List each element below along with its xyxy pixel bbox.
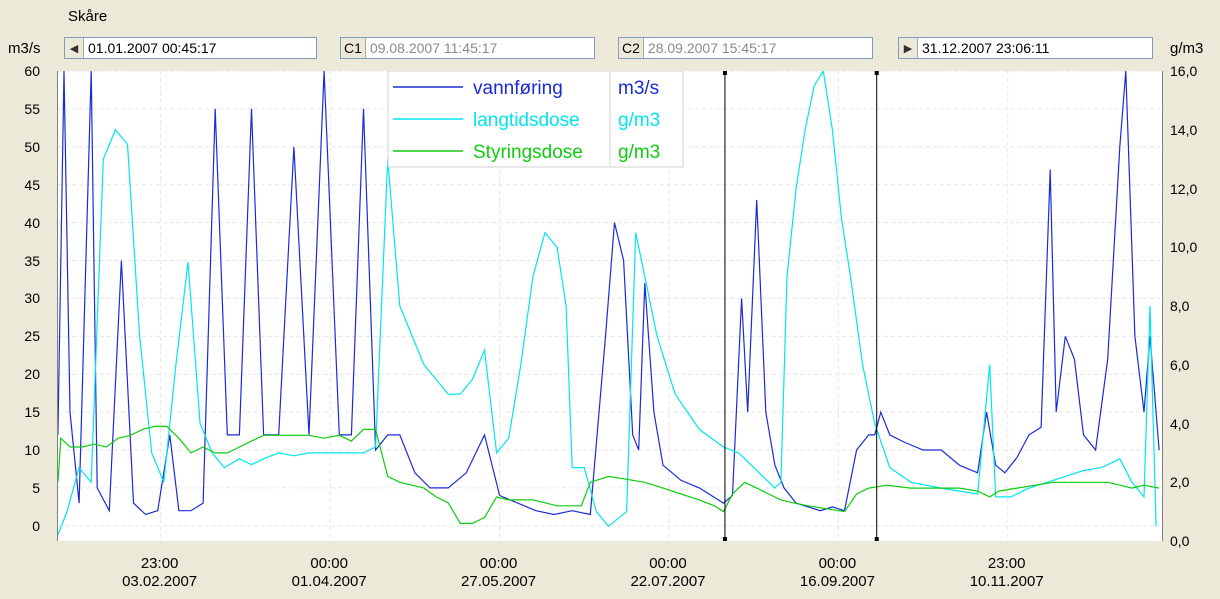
legend-label: langtidsdose [473, 110, 580, 131]
left-tick-label: 45 [24, 176, 40, 193]
cursor-marker-bottom [722, 537, 727, 541]
x-tick-label: 00:00 16.09.2007 [767, 555, 907, 591]
right-tick-label: 12,0 [1170, 180, 1198, 197]
left-tick-label: 35 [24, 252, 40, 269]
cursor-c2-tag: C2 [619, 38, 644, 58]
cursor-marker-top [722, 71, 727, 75]
cursor-c2-field[interactable]: C2 28.09.2007 15:45:17 [618, 37, 873, 59]
left-tick-label: 40 [24, 214, 40, 231]
next-icon[interactable]: ▶ [899, 38, 918, 58]
cursor-c2-value: 28.09.2007 15:45:17 [647, 40, 777, 56]
plot-area[interactable]: vannføring m3/s langtidsdose g/m3 Styringsdo… [57, 71, 1163, 541]
x-tick-label: 00:00 01.04.2007 [259, 555, 399, 591]
x-tick-label: 00:00 27.05.2007 [429, 555, 569, 591]
prev-icon[interactable]: ◀ [65, 38, 84, 58]
x-tick-label: 23:00 10.11.2007 [937, 555, 1077, 591]
right-tick-label: 6,0 [1170, 356, 1190, 373]
x-tick-time: 00:00 [479, 555, 518, 572]
x-tick-time: 00:00 [310, 555, 348, 572]
left-tick-label: 60 [24, 63, 40, 79]
right-tick-label: 2,0 [1170, 474, 1190, 491]
right-tick-label: 14,0 [1170, 121, 1198, 138]
end-date-field[interactable]: ▶ 31.12.2007 23:06:11 [898, 37, 1153, 59]
start-date-value: 01.01.2007 00:45:17 [88, 40, 217, 56]
legend-label: Styringsdose [473, 142, 583, 163]
left-tick-label: 20 [24, 366, 40, 383]
right-tick-label: 16,0 [1170, 63, 1198, 79]
cursor-marker-bottom [874, 537, 879, 541]
left-axis-unit: m3/s [8, 40, 41, 57]
x-tick-date: 27.05.2007 [461, 573, 537, 590]
left-tick-label: 25 [24, 328, 40, 345]
x-tick-label: 00:00 22.07.2007 [598, 555, 738, 591]
x-tick-date: 10.11.2007 [969, 573, 1044, 590]
left-tick-label: 30 [24, 290, 40, 307]
x-tick-time: 00:00 [818, 555, 857, 572]
series-line-Styringsdose [58, 425, 1160, 524]
chart-svg: vannføring m3/s langtidsdose g/m3 Styringsdo… [58, 71, 1162, 541]
left-tick-label: 5 [32, 479, 40, 496]
legend-unit: g/m3 [618, 110, 660, 131]
left-tick-label: 10 [24, 442, 40, 459]
x-tick-time: 00:00 [649, 555, 687, 572]
cursor-marker-top [874, 71, 879, 75]
cursor-c1-tag: C1 [341, 38, 366, 58]
cursor-c1-field[interactable]: C1 09.08.2007 11:45:17 [340, 37, 595, 59]
left-tick-label: 55 [24, 100, 40, 117]
left-tick-label: 50 [24, 138, 40, 155]
left-tick-label: 0 [32, 517, 40, 534]
x-tick-date: 22.07.2007 [630, 573, 706, 590]
x-tick-date: 01.04.2007 [291, 573, 367, 590]
legend-unit: m3/s [618, 78, 659, 99]
series-line-vannføring [58, 71, 1160, 516]
end-date-value: 31.12.2007 23:06:11 [922, 40, 1050, 56]
cursor-c1-value: 09.08.2007 11:45:17 [369, 40, 498, 56]
chart-title: Skåre [68, 8, 108, 25]
x-tick-label: 23:00 03.02.2007 [90, 555, 230, 591]
legend-label: vannføring [473, 78, 563, 99]
right-tick-label: 8,0 [1170, 298, 1190, 314]
start-date-field[interactable]: ◀ 01.01.2007 00:45:17 [64, 37, 317, 59]
x-tick-date: 16.09.2007 [799, 573, 875, 590]
x-tick-time: 23:00 [140, 555, 179, 572]
right-tick-label: 4,0 [1170, 415, 1190, 432]
right-tick-label: 0,0 [1170, 533, 1190, 549]
right-tick-label: 10,0 [1170, 239, 1198, 256]
left-tick-label: 15 [24, 404, 40, 421]
legend-unit: g/m3 [618, 142, 660, 163]
x-tick-date: 03.02.2007 [122, 573, 198, 590]
right-axis-unit: g/m3 [1170, 40, 1204, 57]
x-tick-time: 23:00 [987, 555, 1026, 572]
